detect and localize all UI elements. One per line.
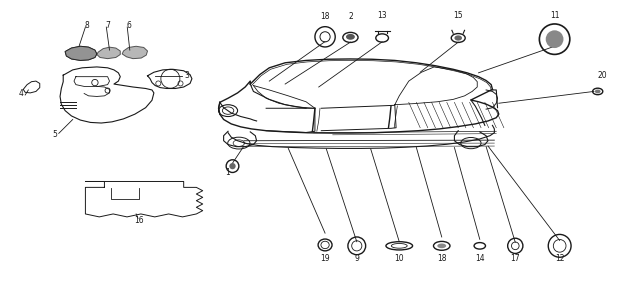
Text: 3: 3 bbox=[184, 71, 189, 80]
Text: 18: 18 bbox=[437, 254, 447, 263]
Text: 8: 8 bbox=[84, 21, 89, 30]
Ellipse shape bbox=[595, 89, 600, 93]
Ellipse shape bbox=[454, 35, 462, 41]
Text: 4: 4 bbox=[19, 89, 23, 98]
Text: 5: 5 bbox=[52, 130, 58, 139]
Polygon shape bbox=[97, 47, 120, 59]
Polygon shape bbox=[65, 46, 97, 60]
Ellipse shape bbox=[437, 243, 446, 248]
Text: 20: 20 bbox=[597, 71, 607, 80]
Text: 18: 18 bbox=[321, 12, 330, 21]
Text: 19: 19 bbox=[320, 254, 330, 263]
Circle shape bbox=[546, 30, 563, 48]
Ellipse shape bbox=[346, 34, 355, 40]
Text: 1: 1 bbox=[226, 168, 230, 177]
Text: 9: 9 bbox=[355, 254, 359, 263]
Text: 14: 14 bbox=[475, 254, 484, 263]
Polygon shape bbox=[122, 46, 148, 59]
Text: 11: 11 bbox=[550, 11, 559, 20]
Text: 16: 16 bbox=[134, 216, 144, 225]
Text: 6: 6 bbox=[126, 21, 131, 30]
Text: 7: 7 bbox=[105, 21, 110, 30]
Text: 2: 2 bbox=[348, 12, 353, 21]
Text: 13: 13 bbox=[378, 11, 387, 20]
Text: 17: 17 bbox=[511, 254, 520, 263]
Circle shape bbox=[229, 163, 236, 169]
Text: 15: 15 bbox=[453, 11, 463, 20]
Text: 10: 10 bbox=[394, 254, 404, 263]
Text: 12: 12 bbox=[555, 254, 564, 263]
Polygon shape bbox=[65, 46, 97, 60]
